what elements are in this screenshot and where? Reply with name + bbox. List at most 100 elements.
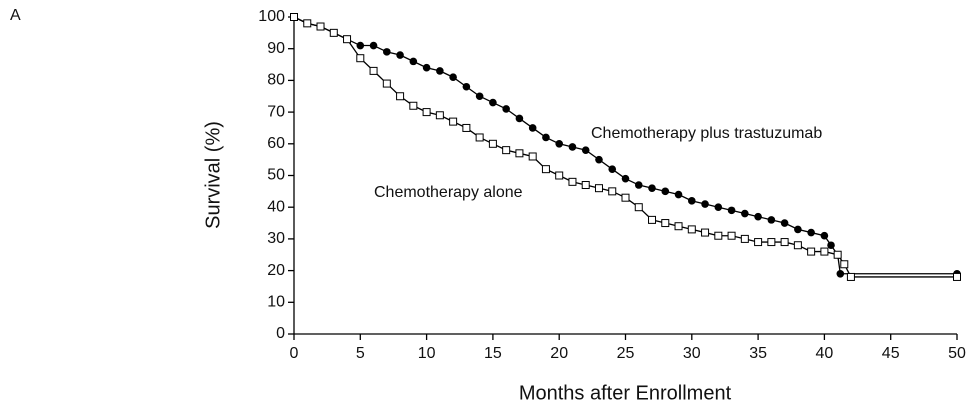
censor-marker bbox=[740, 234, 749, 243]
censor-marker bbox=[840, 260, 849, 269]
censor-marker bbox=[688, 197, 696, 205]
censor-marker bbox=[515, 149, 524, 158]
censor-marker bbox=[422, 63, 431, 72]
censor-marker bbox=[568, 143, 577, 151]
y-tick-label: 40 bbox=[267, 198, 285, 215]
survival-line bbox=[293, 16, 957, 278]
x-tick-label: 30 bbox=[683, 345, 701, 362]
censor-marker bbox=[449, 73, 457, 82]
censor-marker bbox=[316, 22, 325, 31]
censor-marker bbox=[382, 79, 391, 88]
censor-marker bbox=[475, 92, 484, 101]
survival-line bbox=[293, 16, 957, 275]
censor-marker bbox=[502, 146, 511, 155]
censor-marker bbox=[541, 165, 550, 174]
censor-marker bbox=[581, 181, 590, 190]
x-tick-label: 45 bbox=[882, 345, 900, 362]
censor-marker bbox=[701, 200, 709, 208]
censor-marker bbox=[661, 187, 670, 196]
x-tick-label: 15 bbox=[484, 345, 502, 362]
censor-marker bbox=[846, 272, 855, 281]
y-tick-label: 50 bbox=[267, 167, 285, 184]
censor-marker bbox=[595, 155, 603, 164]
censor-marker bbox=[409, 57, 418, 66]
censor-marker bbox=[793, 241, 802, 250]
x-axis-label: Months after Enrollment bbox=[519, 382, 732, 404]
censor-marker bbox=[780, 219, 789, 227]
censor-marker bbox=[462, 123, 471, 132]
censor-marker bbox=[687, 225, 696, 234]
censor-marker bbox=[356, 41, 365, 50]
censor-marker bbox=[661, 219, 670, 228]
censor-marker bbox=[581, 146, 590, 154]
censor-marker bbox=[634, 181, 643, 189]
x-tick-label: 35 bbox=[749, 345, 767, 362]
censor-marker bbox=[489, 98, 497, 107]
censor-marker bbox=[827, 241, 835, 250]
censor-marker bbox=[648, 215, 657, 224]
y-tick-label: 60 bbox=[267, 135, 285, 152]
censor-marker bbox=[674, 190, 683, 199]
censor-marker bbox=[542, 133, 550, 142]
censor-marker bbox=[674, 222, 683, 231]
censor-marker bbox=[502, 105, 510, 113]
censor-marker bbox=[701, 228, 710, 237]
censor-marker bbox=[409, 101, 418, 110]
censor-marker bbox=[396, 92, 405, 101]
series-label: Chemotherapy plus trastuzumab bbox=[591, 125, 822, 142]
censor-marker bbox=[568, 177, 577, 186]
censor-marker bbox=[621, 193, 630, 202]
x-tick-label: 40 bbox=[816, 345, 834, 362]
x-tick-label: 25 bbox=[617, 345, 635, 362]
censor-marker bbox=[369, 41, 378, 50]
censor-marker bbox=[807, 247, 816, 256]
censor-marker bbox=[714, 231, 723, 240]
censor-marker bbox=[648, 184, 656, 192]
y-tick-label: 90 bbox=[267, 40, 285, 57]
censor-marker bbox=[754, 212, 762, 221]
censor-marker bbox=[794, 225, 802, 234]
censor-marker bbox=[356, 54, 365, 63]
censor-marker bbox=[780, 238, 789, 247]
censor-marker bbox=[621, 174, 630, 183]
x-tick-label: 5 bbox=[356, 345, 365, 362]
y-tick-label: 80 bbox=[267, 72, 285, 89]
censor-marker bbox=[608, 165, 617, 173]
censor-marker bbox=[953, 272, 961, 281]
censor-marker bbox=[303, 19, 312, 28]
censor-marker bbox=[343, 35, 352, 44]
censor-marker bbox=[436, 67, 444, 75]
censor-marker bbox=[634, 203, 643, 212]
censor-marker bbox=[528, 124, 537, 132]
censor-marker bbox=[435, 111, 444, 120]
y-tick-label: 100 bbox=[258, 8, 285, 25]
censor-marker bbox=[515, 114, 524, 123]
censor-marker bbox=[836, 269, 845, 278]
censor-marker bbox=[608, 187, 617, 196]
censor-marker bbox=[555, 171, 564, 180]
censor-marker bbox=[396, 51, 404, 59]
censor-marker bbox=[383, 48, 391, 56]
panel-label: A bbox=[10, 7, 21, 24]
censor-marker bbox=[727, 206, 736, 215]
censor-marker bbox=[714, 203, 723, 211]
censor-marker bbox=[594, 184, 603, 193]
y-tick-label: 10 bbox=[267, 294, 285, 311]
censor-marker bbox=[528, 152, 537, 161]
censor-marker bbox=[754, 238, 763, 247]
y-axis-label: Survival (%) bbox=[202, 121, 224, 229]
x-tick-label: 20 bbox=[550, 345, 568, 362]
x-tick-label: 50 bbox=[948, 345, 966, 362]
series-label: Chemotherapy alone bbox=[374, 184, 523, 201]
censor-marker bbox=[767, 238, 776, 247]
y-tick-label: 70 bbox=[267, 103, 285, 120]
censor-marker bbox=[449, 117, 458, 126]
y-tick-label: 30 bbox=[267, 230, 285, 247]
censor-marker bbox=[820, 231, 829, 240]
x-tick-label: 0 bbox=[290, 345, 299, 362]
censor-marker bbox=[422, 108, 431, 117]
censor-marker bbox=[488, 139, 497, 148]
censor-marker bbox=[329, 28, 338, 37]
